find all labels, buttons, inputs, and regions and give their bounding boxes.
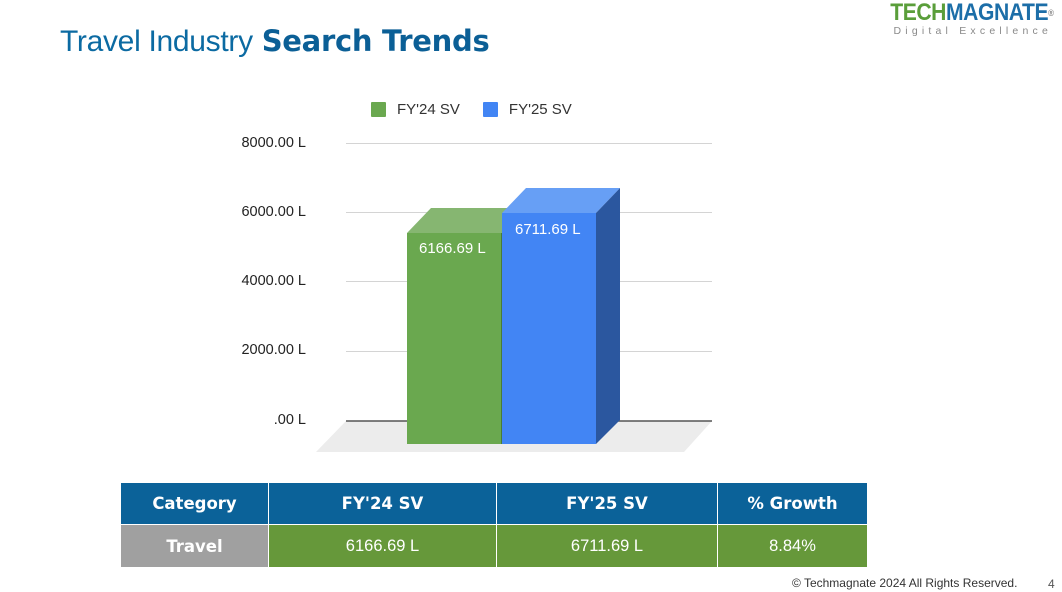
- title-light: Travel Industry: [60, 25, 253, 58]
- table-row: Travel 6166.69 L 6711.69 L 8.84%: [120, 524, 868, 568]
- y-tick-label: 2000.00 L: [241, 342, 306, 358]
- fy25-bar-front: [502, 213, 596, 444]
- header-fy24: FY'24 SV: [268, 482, 497, 525]
- header-category: Category: [120, 482, 269, 525]
- logo-tagline: Digital Excellence: [893, 25, 1052, 37]
- logo-tech: TECH: [890, 0, 947, 26]
- fy24-bar-top: [407, 208, 527, 233]
- header-growth: % Growth: [717, 482, 868, 525]
- cell-category: Travel: [120, 524, 269, 568]
- title-bold: Search Trends: [261, 24, 490, 58]
- legend-swatch-blue-icon: [482, 102, 498, 117]
- logo-magnate: MAGNATE: [946, 0, 1049, 26]
- techmagnate-logo: TECHMAGNATE® Digital Excellence: [868, 0, 1055, 37]
- chart-3d-bars: [316, 188, 712, 452]
- legend-item-fy25: FY'25 SV: [482, 101, 572, 118]
- legend-label: FY'24 SV: [397, 101, 460, 118]
- y-tick-label: 6000.00 L: [241, 204, 306, 220]
- legend-label: FY'25 SV: [508, 101, 572, 118]
- y-tick-label: .00 L: [273, 412, 306, 428]
- registered-mark: ®: [1048, 8, 1055, 18]
- legend-item-fy24: FY'24 SV: [371, 101, 460, 118]
- page-title: Travel Industry Search Trends: [60, 24, 490, 59]
- fy25-bar-side: [596, 188, 620, 444]
- summary-table: Category FY'24 SV FY'25 SV % Growth Trav…: [120, 482, 868, 568]
- cell-fy24: 6166.69 L: [268, 524, 497, 568]
- table-header-row: Category FY'24 SV FY'25 SV % Growth: [120, 482, 868, 525]
- bar-chart: 8000.00 L 6000.00 L 4000.00 L 2000.00 L …: [241, 135, 712, 452]
- fy24-bar-front: [407, 233, 502, 444]
- legend-swatch-green-icon: [371, 102, 386, 117]
- logo-wordmark: TECHMAGNATE®: [890, 0, 1055, 26]
- y-tick-label: 4000.00 L: [241, 273, 306, 289]
- y-tick-label: 8000.00 L: [241, 135, 306, 151]
- cell-growth: 8.84%: [717, 524, 868, 568]
- gridline: [346, 143, 712, 144]
- cell-fy25: 6711.69 L: [496, 524, 718, 568]
- fy25-bar-top: [502, 188, 620, 213]
- page-number: 4: [1048, 577, 1055, 591]
- copyright-footer: © Techmagnate 2024 All Rights Reserved.: [792, 576, 1018, 590]
- fy25-value-label: 6711.69 L: [515, 221, 581, 238]
- chart-legend: FY'24 SV FY'25 SV: [371, 101, 595, 118]
- fy24-value-label: 6166.69 L: [419, 240, 486, 257]
- header-fy25: FY'25 SV: [496, 482, 718, 525]
